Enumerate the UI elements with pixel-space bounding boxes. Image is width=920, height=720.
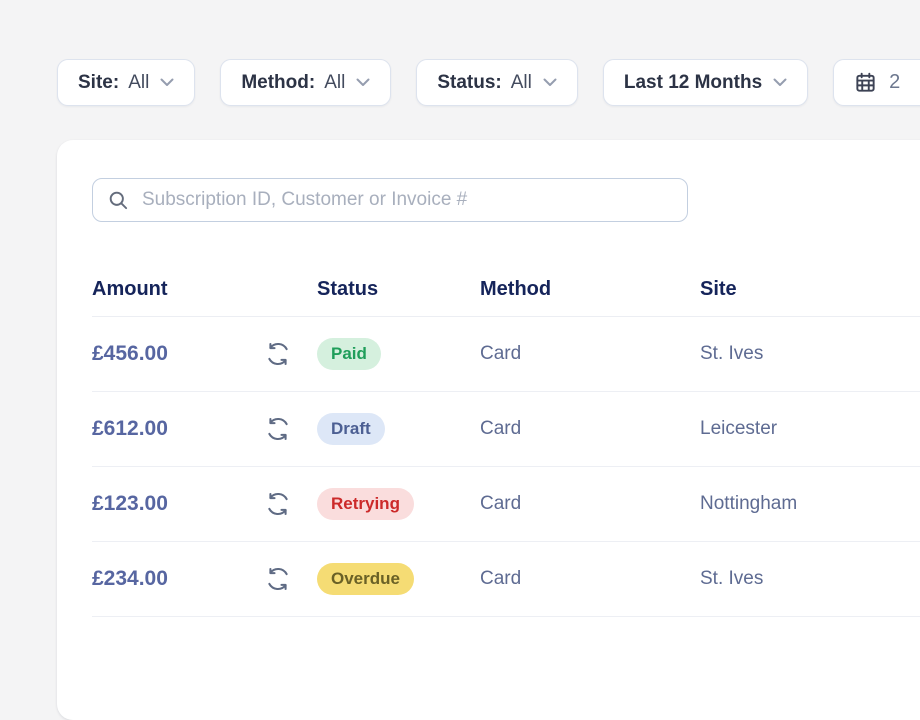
method-cell: Card (480, 418, 522, 439)
method-cell: Card (480, 568, 522, 589)
site-cell: Leicester (700, 418, 778, 439)
status-badge: Paid (317, 338, 381, 370)
date-range-label: Last 12 Months (623, 71, 763, 93)
status-cell: Paid (317, 338, 480, 370)
date-picker-button[interactable]: 2 (833, 59, 920, 106)
date-picker-text: 2 (889, 71, 901, 93)
method-filter-value: All (324, 71, 346, 93)
amount-cell: £234.00 (92, 567, 168, 590)
column-header-method: Method (480, 278, 552, 300)
refresh-icon (265, 491, 317, 517)
table-body: £456.00 Paid Card St. Ives £612.00 (92, 317, 920, 617)
table-row[interactable]: £612.00 Draft Card Leicester (92, 392, 920, 467)
method-filter-dropdown[interactable]: Method: All (220, 59, 392, 106)
status-cell: Draft (317, 413, 480, 445)
chevron-down-icon (773, 78, 787, 87)
site-cell: St. Ives (700, 343, 764, 364)
status-filter-label: Status: (437, 71, 502, 93)
chevron-down-icon (356, 78, 370, 87)
search-box (92, 178, 688, 222)
amount-cell: £612.00 (92, 417, 168, 440)
status-filter-dropdown[interactable]: Status: All (416, 59, 578, 106)
column-header-status: Status (317, 278, 379, 300)
filter-bar: Site: All Method: All Status: All Last 1… (57, 59, 920, 106)
search-icon (108, 190, 129, 211)
table-row[interactable]: £456.00 Paid Card St. Ives (92, 317, 920, 392)
amount-cell: £456.00 (92, 342, 168, 365)
method-cell: Card (480, 493, 522, 514)
site-filter-value: All (128, 71, 150, 93)
site-cell: Nottingham (700, 493, 798, 514)
site-filter-label: Site: (78, 71, 120, 93)
status-badge: Draft (317, 413, 385, 445)
search-input[interactable] (142, 189, 672, 211)
status-filter-value: All (510, 71, 532, 93)
status-badge: Retrying (317, 488, 414, 520)
status-cell: Retrying (317, 488, 480, 520)
method-filter-label: Method: (241, 71, 316, 93)
column-header-amount: Amount (92, 278, 168, 300)
status-cell: Overdue (317, 563, 480, 595)
calendar-icon (854, 71, 877, 94)
table-row[interactable]: £123.00 Retrying Card Nottingham (92, 467, 920, 542)
refresh-icon (265, 416, 317, 442)
date-range-dropdown[interactable]: Last 12 Months (602, 59, 809, 106)
status-badge: Overdue (317, 563, 414, 595)
site-filter-dropdown[interactable]: Site: All (57, 59, 196, 106)
table-row[interactable]: £234.00 Overdue Card St. Ives (92, 542, 920, 617)
invoices-table: Amount Status Method Site £456.00 Paid C… (92, 222, 920, 617)
chevron-down-icon (160, 78, 174, 87)
amount-cell: £123.00 (92, 492, 168, 515)
site-cell: St. Ives (700, 568, 764, 589)
chevron-down-icon (543, 78, 557, 87)
refresh-icon (265, 566, 317, 592)
refresh-icon (265, 341, 317, 367)
invoices-card: Amount Status Method Site £456.00 Paid C… (57, 140, 920, 720)
column-header-site: Site (700, 278, 737, 300)
table-header-row: Amount Status Method Site (92, 222, 920, 317)
method-cell: Card (480, 343, 522, 364)
